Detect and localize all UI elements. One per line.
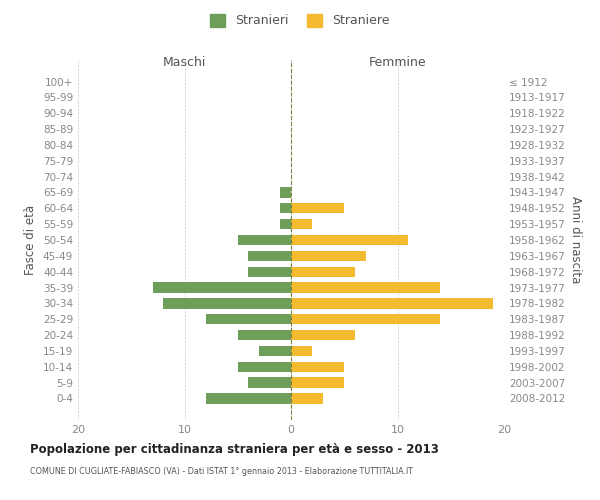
Bar — [291, 266, 355, 277]
Bar — [291, 346, 313, 356]
Bar — [248, 266, 291, 277]
Bar — [291, 394, 323, 404]
Bar — [259, 346, 291, 356]
Bar — [291, 298, 493, 308]
Bar — [163, 298, 291, 308]
Bar — [280, 219, 291, 230]
Text: Popolazione per cittadinanza straniera per età e sesso - 2013: Popolazione per cittadinanza straniera p… — [30, 442, 439, 456]
Bar — [291, 378, 344, 388]
Bar — [291, 219, 313, 230]
Bar — [206, 394, 291, 404]
Y-axis label: Fasce di età: Fasce di età — [25, 205, 37, 275]
Bar — [238, 330, 291, 340]
Bar — [238, 235, 291, 245]
Bar — [291, 203, 344, 213]
Bar — [291, 314, 440, 324]
Bar — [291, 282, 440, 292]
Text: Femmine: Femmine — [368, 56, 427, 69]
Bar — [206, 314, 291, 324]
Bar — [248, 250, 291, 261]
Y-axis label: Anni di nascita: Anni di nascita — [569, 196, 582, 284]
Bar — [291, 330, 355, 340]
Legend: Stranieri, Straniere: Stranieri, Straniere — [205, 8, 395, 32]
Bar — [152, 282, 291, 292]
Bar — [291, 250, 365, 261]
Bar — [238, 362, 291, 372]
Bar — [248, 378, 291, 388]
Bar — [291, 362, 344, 372]
Bar — [280, 188, 291, 198]
Text: Maschi: Maschi — [163, 56, 206, 69]
Bar — [291, 235, 408, 245]
Text: COMUNE DI CUGLIATE-FABIASCO (VA) - Dati ISTAT 1° gennaio 2013 - Elaborazione TUT: COMUNE DI CUGLIATE-FABIASCO (VA) - Dati … — [30, 468, 413, 476]
Bar — [280, 203, 291, 213]
